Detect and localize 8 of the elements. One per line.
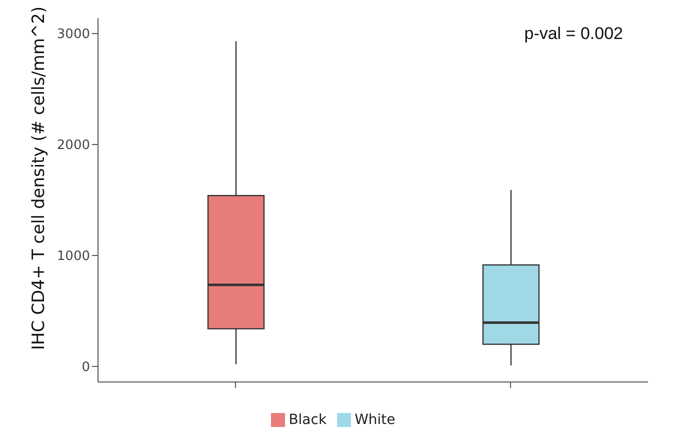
- legend-label: White: [354, 412, 396, 428]
- annotation: p-val = 0.002: [524, 24, 623, 44]
- y-tick-label: 0: [82, 360, 90, 376]
- y-tick-label: 2000: [56, 138, 90, 154]
- y-axis-title: IHC CD4+ T cell density (# cells/mm^2): [29, 6, 50, 350]
- legend-label: Black: [288, 412, 327, 428]
- y-tick-label: 3000: [56, 27, 90, 42]
- y-tick-label: 1000: [56, 249, 90, 264]
